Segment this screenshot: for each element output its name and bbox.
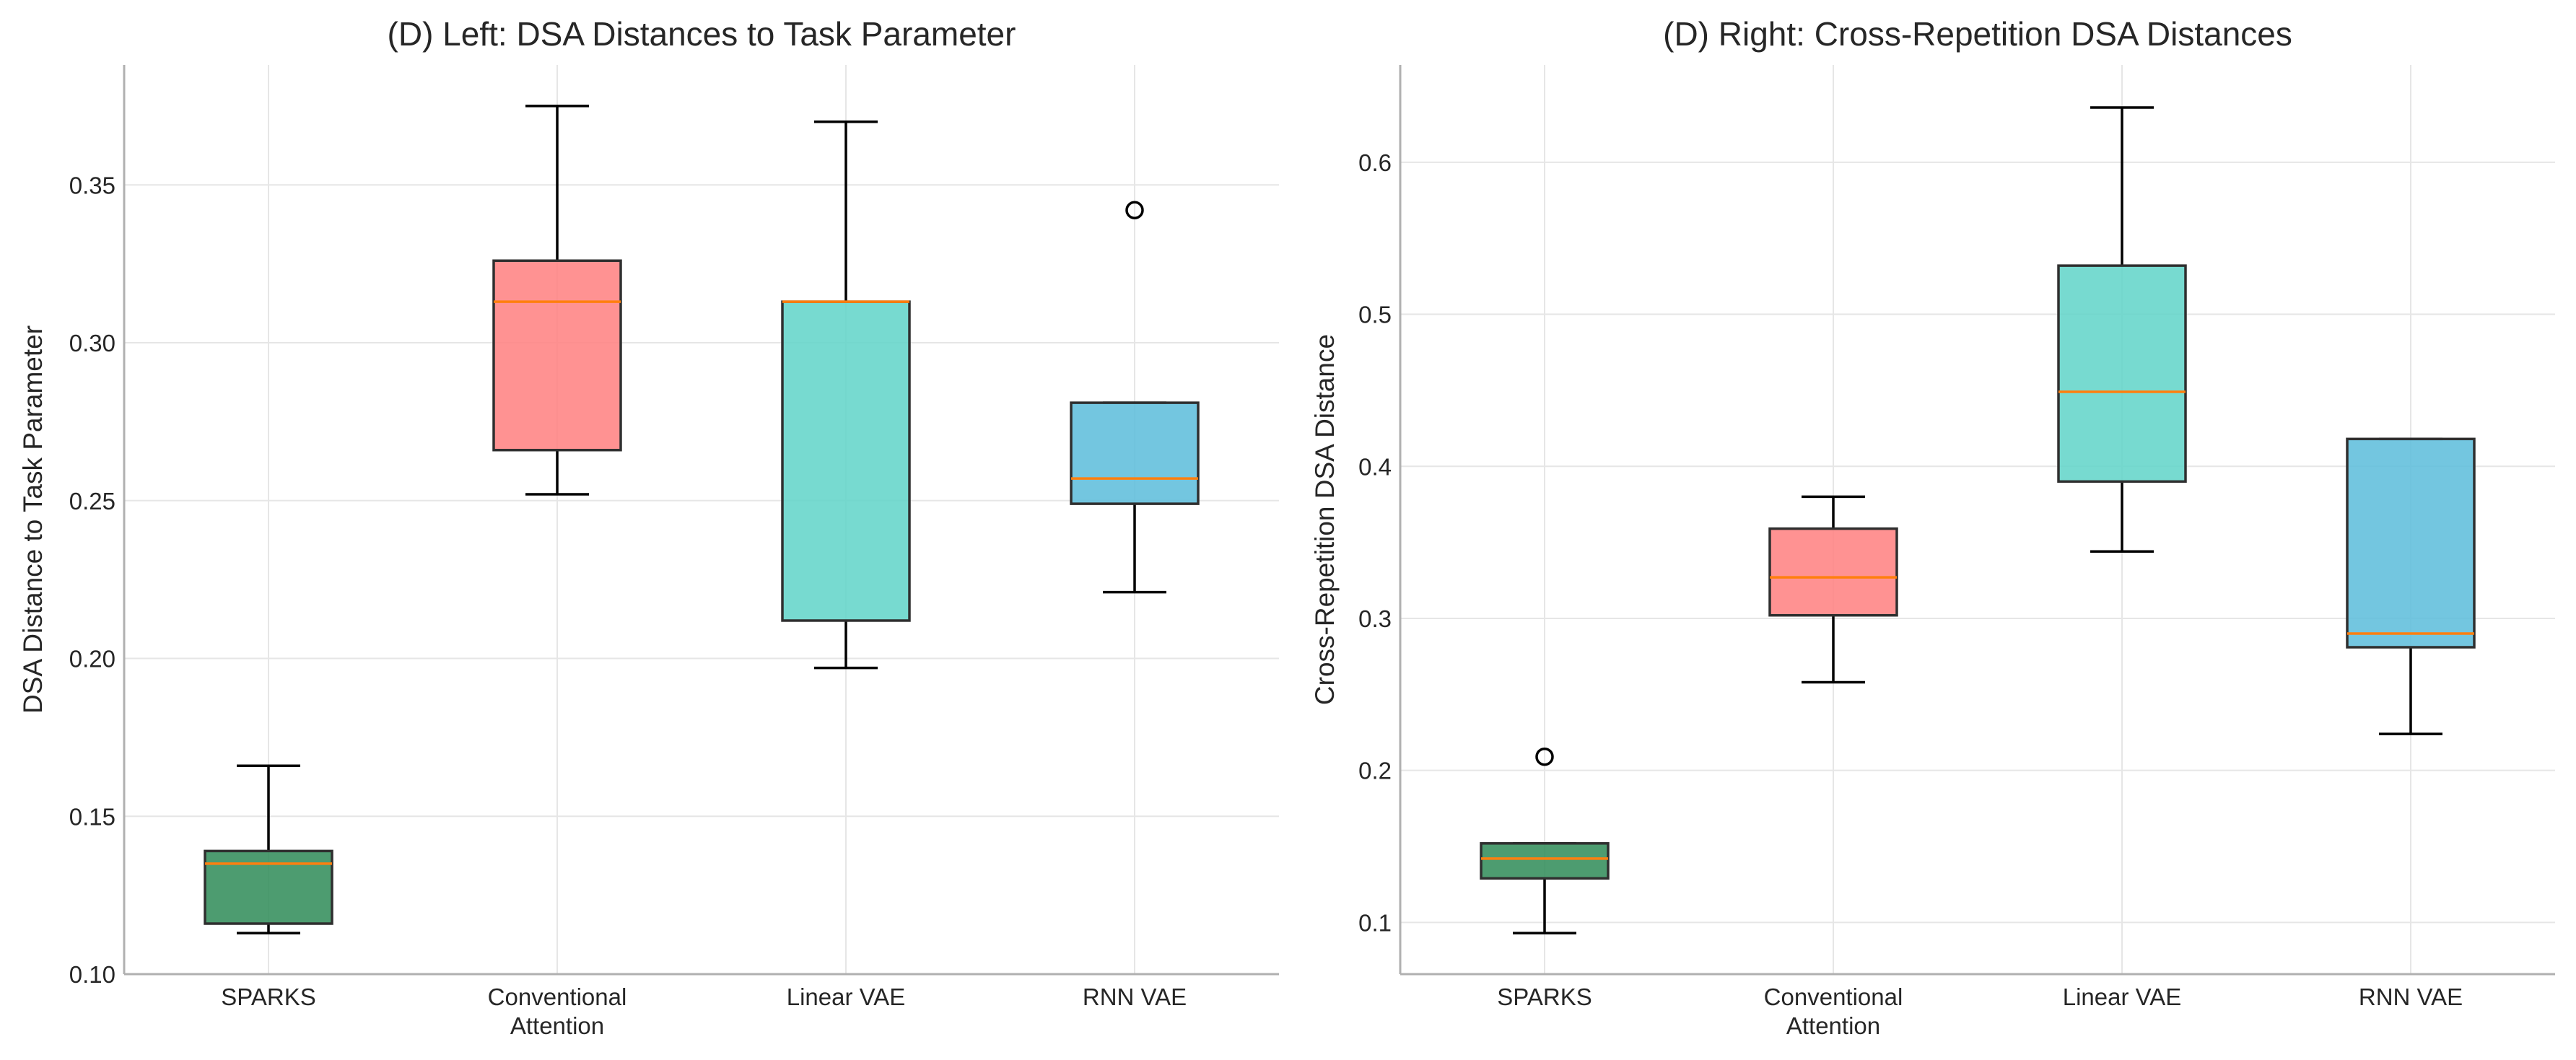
iqr-box: [781, 300, 911, 622]
x-category-label: Conventional: [1764, 984, 1903, 1010]
box-group: [204, 764, 333, 934]
y-tick-label: 0.5: [1358, 302, 1392, 328]
y-tick-label: 0.10: [69, 961, 115, 988]
x-category-label: RNN VAE: [2359, 984, 2463, 1010]
box-group: [1480, 747, 1610, 934]
y-tick-label: 0.2: [1358, 758, 1392, 784]
iqr-box: [1480, 842, 1610, 880]
box-group: [2057, 106, 2187, 553]
left-panel: 0.10 0.15 0.20 0.25 0.30 0.35 SPARKS Convention…: [18, 15, 1279, 1039]
y-tick-label: 0.6: [1358, 149, 1392, 176]
x-category-label: Linear VAE: [2063, 984, 2181, 1010]
y-axis-label: DSA Distance to Task Parameter: [18, 325, 48, 714]
chart-title: (D) Left: DSA Distances to Task Paramete…: [388, 15, 1016, 53]
x-category-label: SPARKS: [1497, 984, 1592, 1010]
x-category-label: SPARKS: [221, 984, 315, 1010]
iqr-box: [492, 259, 622, 452]
y-axis-label: Cross-Repetition DSA Distance: [1310, 334, 1340, 705]
outlier-point: [1125, 201, 1144, 219]
iqr-box: [2346, 437, 2476, 649]
outlier-point: [1535, 747, 1554, 766]
x-category-label: Attention: [1786, 1012, 1880, 1039]
box-group: [2346, 437, 2476, 735]
iqr-box: [1070, 401, 1200, 505]
y-tick-label: 0.1: [1358, 909, 1392, 936]
box-group: [492, 105, 622, 496]
y-tick-label: 0.15: [69, 803, 115, 830]
x-category-label: Attention: [510, 1012, 604, 1039]
y-tick-label: 0.35: [69, 172, 115, 198]
iqr-box: [1768, 527, 1898, 617]
iqr-box: [204, 849, 333, 925]
y-tick-label: 0.3: [1358, 605, 1392, 632]
x-category-label: Conventional: [488, 984, 627, 1010]
y-tick-label: 0.30: [69, 330, 115, 356]
y-tick-label: 0.4: [1358, 453, 1392, 480]
box-group: [1768, 495, 1898, 684]
box-group: [1070, 201, 1200, 594]
iqr-box: [2057, 264, 2187, 483]
right-panel: 0.1 0.2 0.3 0.4 0.5 0.6 SPARKS ConventionalAtte…: [1310, 15, 2555, 1039]
x-category-label: RNN VAE: [1083, 984, 1187, 1010]
y-tick-label: 0.25: [69, 488, 115, 514]
x-category-label: Linear VAE: [787, 984, 905, 1010]
chart-title: (D) Right: Cross-Repetition DSA Distance…: [1663, 15, 2292, 53]
y-tick-label: 0.20: [69, 646, 115, 673]
box-group: [781, 121, 911, 670]
